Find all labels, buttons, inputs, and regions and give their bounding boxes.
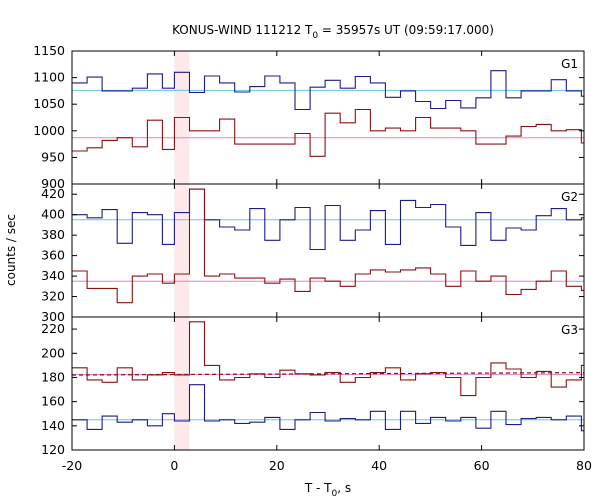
y-tick-label: 1150	[33, 43, 65, 58]
trend-line-low	[71, 372, 585, 376]
y-tick-label: 1100	[33, 70, 65, 85]
panel-g3: 120 140 160 180 200 220 G3	[41, 316, 585, 457]
y-tick-label: 180	[41, 369, 65, 384]
y-tick-label: 200	[41, 345, 65, 360]
chart-title-rest: = 35957s UT (09:59:17.000)	[318, 23, 494, 37]
y-tick-label: 300	[41, 309, 65, 324]
plot-area: 900 950 1000 1050 1100 1150 G1 300 320 340 360 380 4…	[33, 43, 592, 473]
panel-frame	[71, 183, 585, 318]
panel-label: G2	[561, 190, 578, 204]
y-axis-label: counts / sec	[4, 214, 18, 286]
x-tick-label: 60	[474, 458, 490, 473]
y-tick-label: 340	[41, 268, 65, 283]
y-tick-label: 420	[41, 186, 65, 201]
panel-g2: 300 320 340 360 380 400 420 G2	[41, 183, 585, 324]
series-high-rate	[72, 188, 584, 251]
panel-label: G3	[561, 323, 578, 337]
x-axis-label-main: T - T	[304, 481, 332, 495]
series-high-rate	[72, 384, 584, 432]
x-tick-label: 80	[576, 458, 592, 473]
y-tick-label: 1050	[33, 96, 65, 111]
panel-g1: 900 950 1000 1050 1100 1150 G1	[33, 43, 585, 191]
series-high-rate	[72, 70, 584, 111]
x-axis-label-subscript: 0	[332, 489, 338, 499]
y-tick-label: 1000	[33, 123, 65, 138]
y-tick-label: 900	[41, 176, 65, 191]
series-low-rate	[72, 108, 584, 157]
x-axis-label-rest: , s	[337, 481, 351, 495]
y-tick-label: 140	[41, 418, 65, 433]
series-low-rate	[72, 188, 584, 304]
y-tick-label: 160	[41, 394, 65, 409]
panel-label: G1	[561, 57, 578, 71]
panel-frame	[71, 316, 585, 451]
highlight-interval	[174, 51, 190, 450]
y-tick-label: 400	[41, 207, 65, 222]
x-tick-label: 20	[269, 458, 285, 473]
y-tick-label: 220	[41, 321, 65, 336]
y-tick-label: 950	[41, 149, 65, 164]
x-tick-label: -20	[62, 458, 82, 473]
x-tick-label: 40	[371, 458, 387, 473]
y-tick-label: 320	[41, 289, 65, 304]
y-tick-label: 380	[41, 227, 65, 242]
panel-frame	[71, 50, 585, 185]
y-tick-label: 120	[41, 442, 65, 457]
x-axis-label: T - T0, s	[304, 481, 351, 499]
chart-title: KONUS-WIND 111212 T0 = 35957s UT (09:59:…	[172, 23, 494, 41]
chart-title-subscript: 0	[312, 31, 318, 41]
y-tick-label: 360	[41, 248, 65, 263]
chart-title-main: KONUS-WIND 111212 T	[172, 23, 313, 37]
series-low-rate	[72, 321, 584, 397]
x-tick-label: 0	[170, 458, 178, 473]
